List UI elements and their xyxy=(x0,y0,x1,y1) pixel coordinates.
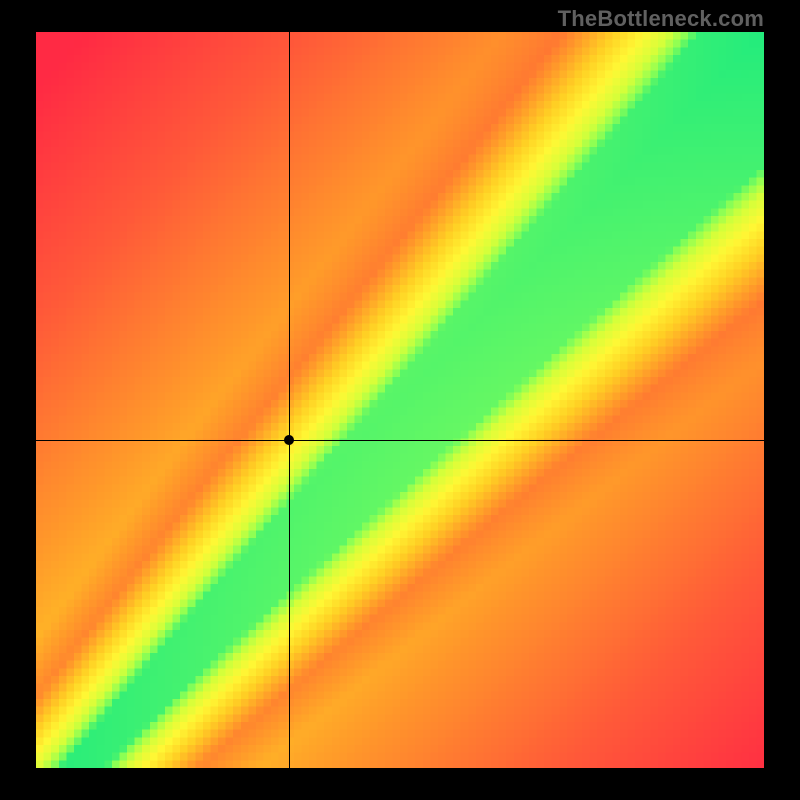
crosshair-vertical-line xyxy=(289,32,290,768)
heatmap-plot-area xyxy=(36,32,764,768)
crosshair-horizontal-line xyxy=(36,440,764,441)
bottleneck-heatmap xyxy=(36,32,764,768)
watermark-text: TheBottleneck.com xyxy=(558,6,764,32)
